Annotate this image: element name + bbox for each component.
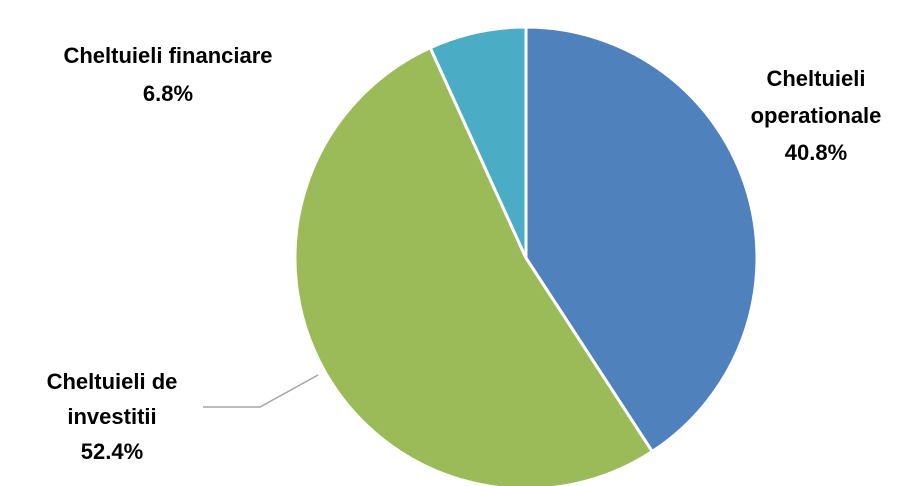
leader-line-1 [203,374,319,408]
data-label-value: 40.8% [785,140,847,165]
data-label-category: Cheltuieli de [47,369,178,394]
data-label-category: Cheltuieli [766,66,865,91]
pie-slice-1 [293,45,655,486]
leader-lines [203,374,319,408]
data-label-1: Cheltuieli de investitii 52.4% [47,369,178,464]
data-label-category: operationale [751,103,882,128]
data-label-category: Cheltuieli financiare [63,43,272,68]
data-label-category: investitii [67,404,156,429]
data-label-0: Cheltuieli operationale 40.8% [751,66,882,165]
data-labels: Cheltuieli operationale 40.8% Cheltuieli de… [47,43,882,464]
data-label-value: 6.8% [143,81,193,106]
pie-slices [293,25,759,486]
data-label-2: Cheltuieli financiare 6.8% [63,43,272,106]
data-label-value: 52.4% [81,439,143,464]
pie-slice-2 [428,25,528,259]
